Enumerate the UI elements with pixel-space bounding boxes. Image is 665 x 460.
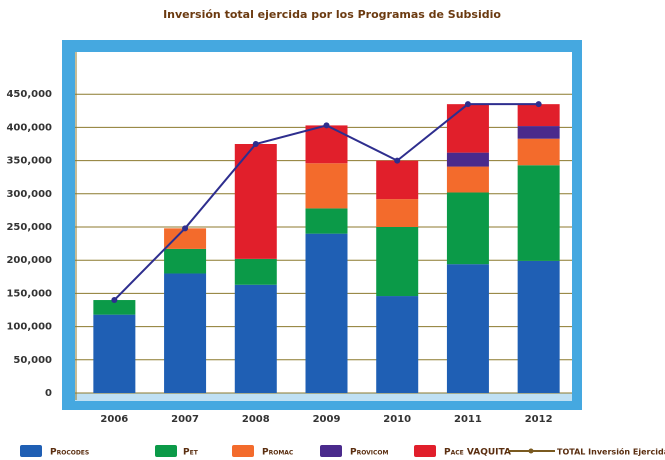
- y-tick-label: 300,000: [6, 189, 52, 200]
- x-tick-label: 2008: [242, 414, 270, 425]
- bar-segment: [517, 260, 560, 393]
- legend-label: Promac: [262, 448, 294, 458]
- y-tick-label: 0: [45, 388, 52, 399]
- y-tick-label: 50,000: [13, 355, 52, 366]
- legend-swatch: [232, 445, 254, 457]
- legend-swatch: [155, 445, 177, 457]
- legend-marker: [528, 448, 534, 454]
- bar-segment: [93, 314, 136, 393]
- x-tick-label: 2009: [313, 414, 341, 425]
- bar-segment: [164, 228, 207, 249]
- bar-segment: [517, 138, 560, 166]
- x-tick-label: 2006: [100, 414, 128, 425]
- x-tick-label: 2011: [454, 414, 482, 425]
- bar-segment: [234, 258, 277, 285]
- bar-segment: [93, 300, 136, 315]
- y-tick-label: 200,000: [6, 255, 52, 266]
- x-axis-band: [75, 393, 572, 401]
- legend-label: Provicom: [350, 448, 389, 458]
- legend-label: Procodes: [50, 448, 89, 458]
- total-marker: [535, 101, 542, 108]
- bar-segment: [234, 284, 277, 393]
- bar-segment: [446, 264, 489, 393]
- x-tick-label: 2007: [171, 414, 199, 425]
- bar-segment: [446, 152, 489, 167]
- bar-segment: [517, 104, 560, 127]
- total-marker: [111, 297, 118, 304]
- legend-label: TOTAL Inversión Ejercida (miles de pesos…: [557, 447, 665, 457]
- bar-segment: [164, 273, 207, 393]
- x-tick-label: 2010: [383, 414, 411, 425]
- bar-segment: [446, 192, 489, 265]
- total-marker: [182, 225, 189, 232]
- bar-segment: [446, 166, 489, 193]
- chart-title: Inversión total ejercida por los Program…: [163, 8, 501, 21]
- bar-segment: [517, 165, 560, 261]
- bar-segment: [376, 296, 419, 393]
- total-marker: [464, 101, 471, 108]
- bar-segment: [517, 126, 560, 139]
- y-tick-label: 400,000: [6, 122, 52, 133]
- y-tick-label: 350,000: [6, 156, 52, 167]
- legend-swatch: [20, 445, 42, 457]
- total-marker: [394, 157, 401, 164]
- bar-segment: [164, 248, 207, 274]
- y-tick-label: 250,000: [6, 222, 52, 233]
- bar-segment: [305, 125, 348, 164]
- x-tick-label: 2012: [525, 414, 553, 425]
- bar-segment: [305, 163, 348, 209]
- total-marker: [252, 141, 259, 147]
- bar-segment: [305, 233, 348, 393]
- y-tick-label: 450,000: [6, 89, 52, 100]
- bar-segment: [376, 227, 419, 297]
- bar-segment: [234, 144, 277, 259]
- total-marker: [323, 122, 330, 129]
- bar-segment: [376, 160, 419, 200]
- y-tick-label: 100,000: [6, 322, 52, 333]
- legend-swatch: [320, 445, 342, 457]
- y-tick-label: 150,000: [6, 288, 52, 299]
- bar-segment: [376, 199, 419, 227]
- legend-label: Pace VAQUITA: [444, 448, 511, 458]
- legend-swatch: [414, 445, 436, 457]
- bar-segment: [305, 208, 348, 234]
- bar-segment: [446, 104, 489, 153]
- legend-label: Pet: [183, 448, 199, 458]
